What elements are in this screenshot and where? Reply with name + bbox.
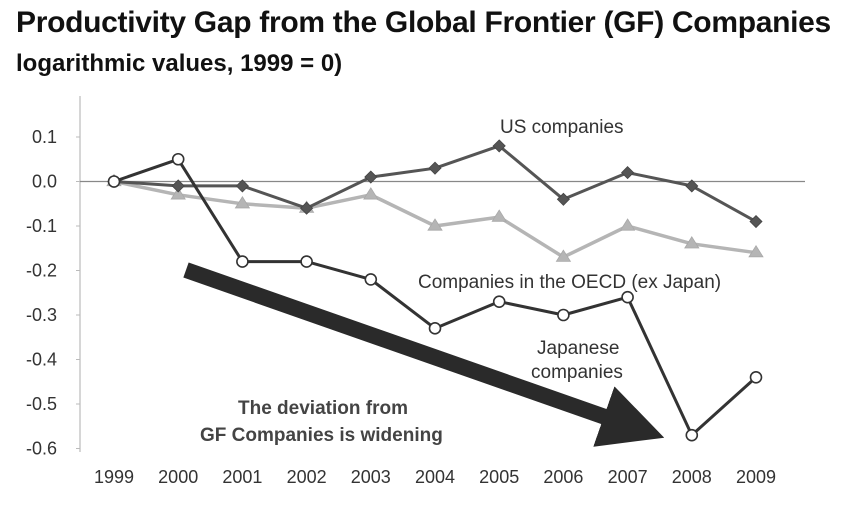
y-tick-label: 0.0 <box>32 172 57 192</box>
data-point-diamond <box>300 201 314 215</box>
data-point-circle <box>171 152 185 166</box>
x-tick-label: 2002 <box>287 467 327 487</box>
data-point-circle <box>428 322 442 335</box>
data-point-triangle <box>748 244 764 258</box>
label-oecd-companies: Companies in the OECD (ex Japan) <box>418 272 721 293</box>
deviation-arrow-layer <box>183 262 665 447</box>
data-point-diamond <box>235 179 249 193</box>
y-tick-label: -0.3 <box>26 305 57 325</box>
chart-title: Productivity Gap from the Global Frontie… <box>16 6 831 39</box>
data-point-circle <box>300 255 313 268</box>
data-point-triangle <box>555 249 572 262</box>
series-diamond <box>107 139 763 229</box>
y-tick-label: 0.1 <box>32 127 57 147</box>
data-point-diamond <box>749 214 763 229</box>
x-tick-label: 2007 <box>608 467 648 487</box>
data-point-triangle <box>170 187 186 200</box>
data-point-circle <box>364 273 378 286</box>
data-point-triangle <box>684 236 700 249</box>
data-point-circle <box>557 308 570 322</box>
data-point-triangle <box>427 218 443 231</box>
data-point-diamond <box>428 161 442 175</box>
data-point-diamond <box>364 170 378 184</box>
label-japanese-companies-line1: Japanese <box>537 338 619 359</box>
x-tick-label: 2000 <box>158 467 198 487</box>
x-tick-label: 2001 <box>222 467 262 487</box>
x-tick-label: 2009 <box>736 467 776 487</box>
label-us-companies: US companies <box>500 117 624 138</box>
data-point-triangle <box>234 195 251 209</box>
data-point-diamond <box>685 179 699 193</box>
data-point-triangle <box>491 209 507 222</box>
data-point-circle <box>492 295 506 308</box>
series-circle <box>107 152 763 442</box>
x-tick-label: 1999 <box>94 467 134 487</box>
data-point-circle <box>621 290 634 304</box>
data-point-diamond <box>621 166 635 180</box>
deviation-arrow <box>183 262 665 447</box>
data-point-diamond <box>556 192 570 206</box>
data-point-circle <box>236 255 249 268</box>
x-tick-label: 2003 <box>351 467 391 487</box>
data-point-triangle <box>363 187 379 200</box>
label-deviation-line1: The deviation from <box>238 398 408 419</box>
y-tick-label: -0.5 <box>26 394 57 414</box>
data-point-circle <box>749 370 763 384</box>
chart-axes: 0.1 0.0 -0.1 -0.2 -0.3 -0.4 -0.5 -0.6 1999 2000 20… <box>26 96 805 487</box>
x-tick-label: 2004 <box>415 467 455 487</box>
data-point-circle <box>685 428 699 442</box>
data-point-circle <box>107 175 121 188</box>
data-point-diamond <box>492 139 506 153</box>
y-tick-label: -0.4 <box>26 350 57 370</box>
chart-subtitle: logarithmic values, 1999 = 0) <box>16 50 343 77</box>
label-deviation-line2: GF Companies is widening <box>200 425 443 446</box>
y-tick-label: -0.2 <box>26 261 57 281</box>
label-japanese-companies-line2: companies <box>531 362 623 383</box>
x-tick-label: 2008 <box>672 467 712 487</box>
x-tick-label: 2006 <box>543 467 583 487</box>
data-point-diamond <box>171 179 185 193</box>
x-tick-label: 2005 <box>479 467 519 487</box>
y-tick-label: -0.1 <box>26 216 57 236</box>
series-layer <box>106 139 764 442</box>
data-point-triangle <box>619 218 636 231</box>
series-triangle <box>106 173 764 262</box>
y-tick-label: -0.6 <box>26 439 57 459</box>
annotation-layer: US companies Companies in the OECD (ex J… <box>200 117 721 446</box>
